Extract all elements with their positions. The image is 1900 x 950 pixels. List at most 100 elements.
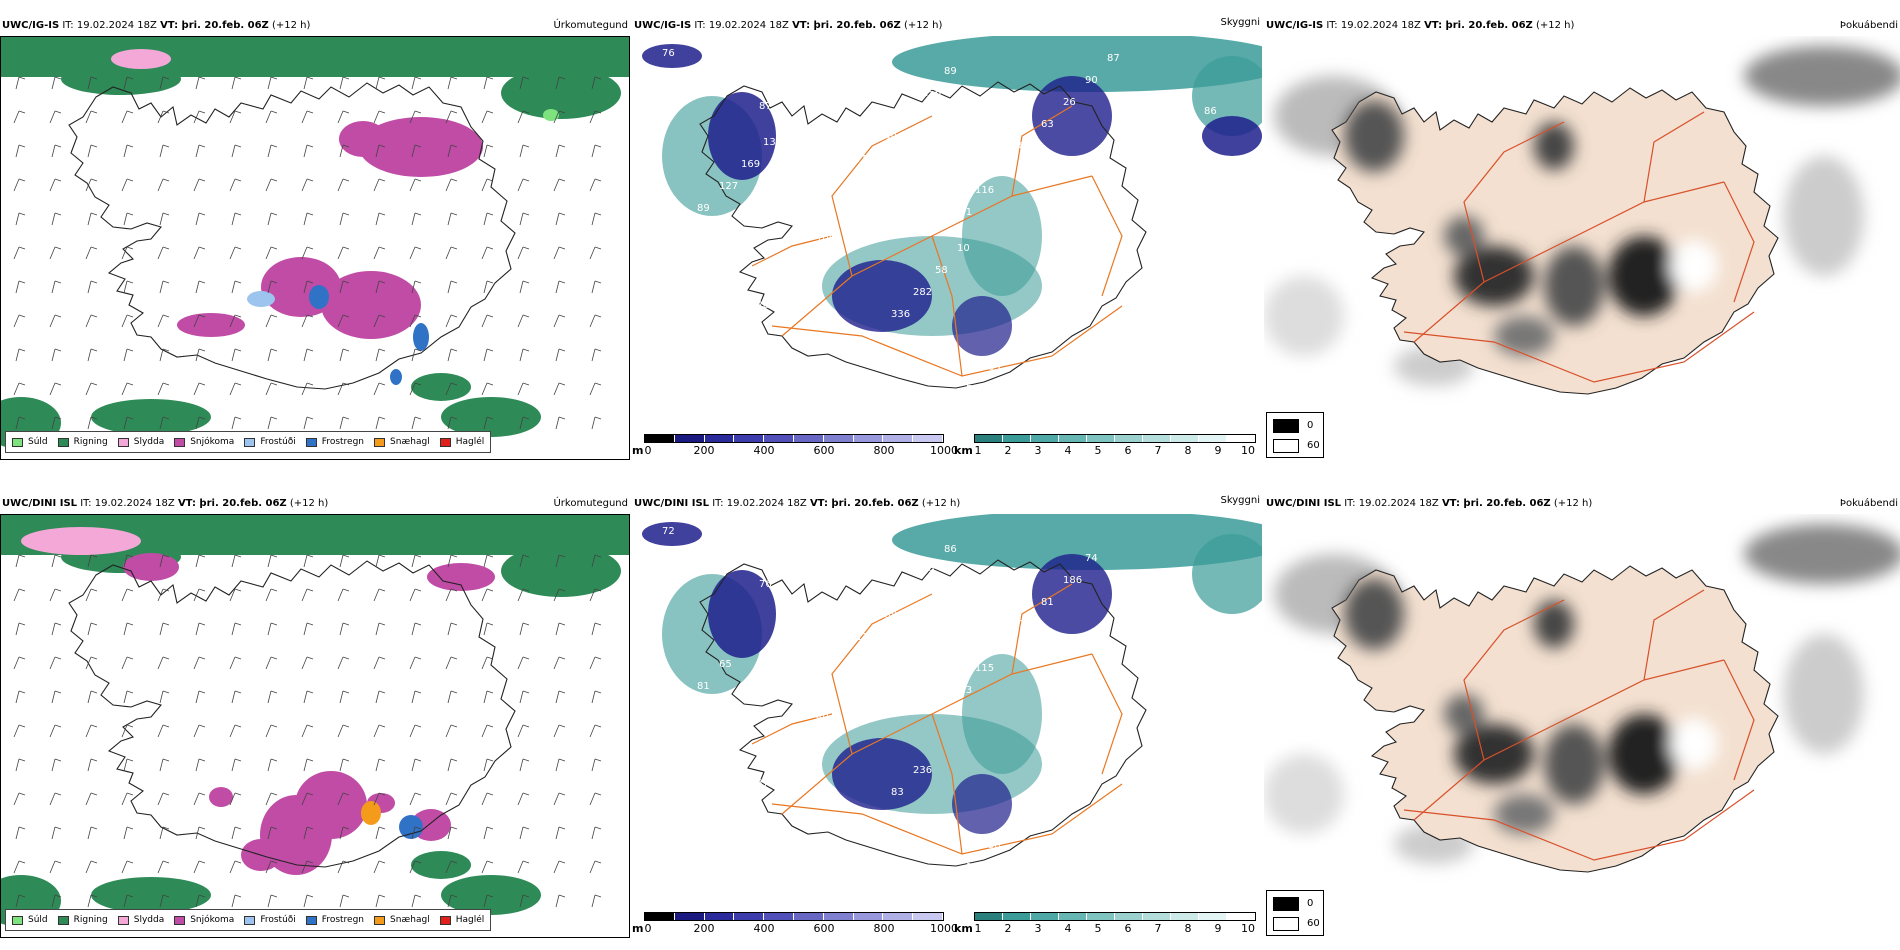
- wind-barb: [411, 144, 422, 158]
- wind-barb: [483, 758, 494, 772]
- cloud-base-label: 86: [1204, 106, 1217, 117]
- wind-barb: [87, 826, 98, 840]
- road: [1463, 599, 1565, 761]
- fog-area: [1744, 524, 1900, 584]
- sleet-area: [111, 49, 171, 69]
- wind-barb: [375, 554, 386, 568]
- wind-barb: [87, 212, 98, 226]
- wind-barb: [15, 416, 26, 430]
- wind-barb: [517, 724, 530, 738]
- wind-barb: [589, 178, 602, 192]
- product-title: Þokuábendi: [1839, 498, 1898, 509]
- cloud-base-label: 85: [1138, 172, 1151, 183]
- cloud-base-label: 59: [922, 566, 935, 577]
- cloud-base-label: 44: [772, 278, 785, 289]
- snow-area: [209, 787, 233, 807]
- cloud-base-ticks: 0 200 400 600 800 1000: [644, 922, 959, 936]
- wind-barb: [411, 826, 422, 840]
- legend-swatch: [12, 437, 23, 447]
- scale-step: [975, 913, 1003, 920]
- wind-barb: [231, 894, 242, 908]
- fog-area: [1444, 216, 1484, 256]
- wind-barb: [591, 622, 602, 636]
- scale-tick: 5: [1094, 922, 1102, 935]
- cloud-base-label: 65: [988, 362, 1001, 373]
- wind-barb: [337, 110, 350, 124]
- wind-barb: [15, 894, 26, 908]
- wind-barb: [159, 826, 170, 840]
- legend-swatch: [244, 915, 256, 925]
- scale-tick: 3: [1034, 922, 1042, 935]
- model-name: UWC/IG-IS: [2, 20, 60, 31]
- wind-barb: [339, 758, 350, 772]
- wind-barb: [409, 588, 422, 602]
- snow-area: [177, 313, 245, 337]
- wind-barb: [121, 110, 134, 124]
- lead-time: (+12 h): [904, 20, 943, 31]
- freezing-rain-area: [399, 815, 423, 839]
- cloud-base-label: 758: [856, 154, 875, 165]
- wind-barb: [267, 894, 278, 908]
- scale-step: [704, 435, 735, 442]
- wind-barb: [483, 144, 494, 158]
- wind-barb: [519, 280, 530, 294]
- road: [1413, 659, 1725, 821]
- wind-barb: [231, 758, 242, 772]
- cloud-base-label: 75: [675, 225, 688, 236]
- scale-tick: 9: [1214, 922, 1222, 935]
- wind-barb: [157, 724, 170, 738]
- legend-swatch: [305, 915, 317, 925]
- wind-barb: [303, 554, 314, 568]
- wind-barb: [375, 416, 386, 430]
- wind-barb: [591, 212, 602, 226]
- wind-barb: [411, 416, 422, 430]
- coastline: [699, 81, 1147, 389]
- wind-barb: [301, 656, 314, 670]
- cloud-base-map: 72 76 128 123 386 96 49 640 688 115 169 116 107 64 69 1…: [632, 514, 1262, 938]
- wind-barb: [231, 554, 242, 568]
- wind-barb: [13, 724, 26, 738]
- cloud-base-label: 241: [728, 322, 747, 333]
- road: [751, 235, 833, 267]
- wind-barb: [481, 382, 494, 396]
- wind-barb: [337, 860, 350, 874]
- wind-barb: [49, 314, 62, 328]
- precip-legend: Súld Rigning Slydda Snjókoma Frostúði Frostre…: [5, 909, 492, 931]
- wind-barb: [85, 860, 98, 874]
- wind-barb: [411, 758, 422, 772]
- legend-swatch: [374, 915, 386, 925]
- valid-time: VT: þri. 20.feb. 06Z: [1424, 20, 1533, 31]
- legend-item: Frostregn: [305, 437, 364, 447]
- cloud-base-visibility-panel: UWC/DINI ISL IT: 19.02.2024 18Z VT: þri.…: [632, 494, 1262, 944]
- cloud-base-label: 87: [759, 101, 772, 112]
- wind-barb: [519, 144, 530, 158]
- fog-legend-low: 0: [1307, 898, 1314, 909]
- scale-step: [1059, 913, 1087, 920]
- cloud-base-label: 40: [816, 712, 829, 723]
- wind-barb: [481, 860, 494, 874]
- scale-step: [1227, 435, 1255, 442]
- legend-item: Snjókoma: [174, 437, 234, 447]
- cloud-base-colorbar: m 0 200 400 600 800 1000: [632, 908, 959, 938]
- cloud-base-label: 129: [1094, 216, 1113, 227]
- wind-barb: [555, 758, 566, 772]
- wind-barb: [303, 144, 314, 158]
- wind-barb: [49, 246, 62, 260]
- fog-area: [1534, 122, 1574, 170]
- wind-barb: [13, 110, 26, 124]
- cloud-base-label: 116: [975, 185, 994, 196]
- scale-step: [674, 913, 705, 920]
- wind-barb: [123, 76, 134, 90]
- wind-barb: [303, 690, 314, 704]
- wind-barb: [375, 144, 386, 158]
- scale-step: [793, 435, 824, 442]
- wind-barb: [589, 792, 602, 806]
- wind-barb: [195, 690, 206, 704]
- scale-step: [1031, 435, 1059, 442]
- rain-area: [441, 875, 541, 915]
- model-name: UWC/DINI ISL: [634, 498, 710, 509]
- cloud-base-label: 89: [697, 203, 710, 214]
- wind-barb: [195, 826, 206, 840]
- wind-barb: [517, 792, 530, 806]
- wind-barb: [339, 894, 350, 908]
